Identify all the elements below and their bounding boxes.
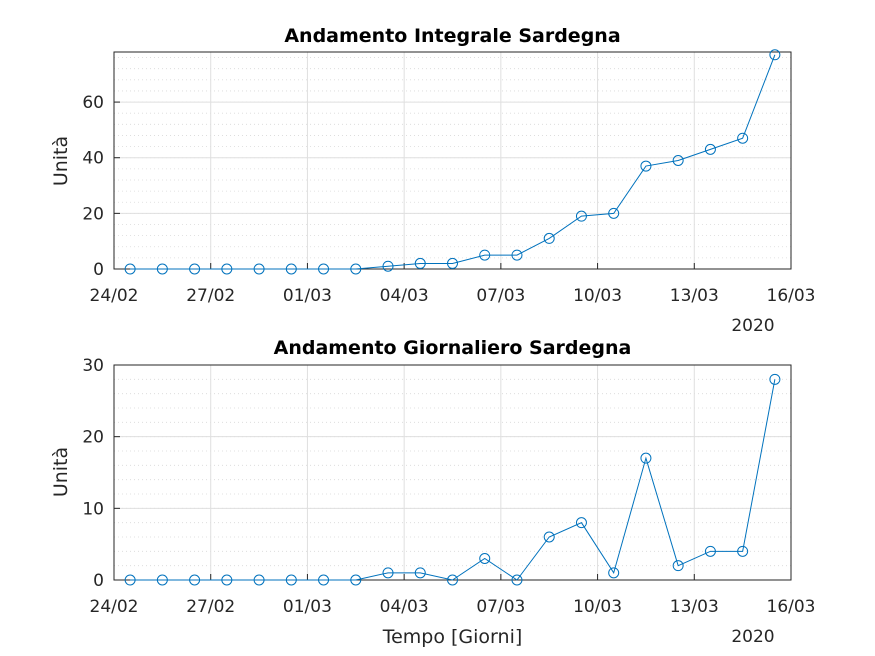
data-point (737, 132, 749, 144)
data-point (221, 263, 233, 275)
y-tick-label: 20 (82, 204, 104, 224)
data-point (608, 567, 620, 579)
x-tick-label: 01/03 (283, 597, 332, 617)
x-tick-label: 13/03 (670, 286, 719, 306)
y-tick-label: 20 (82, 428, 104, 448)
data-point (189, 263, 201, 275)
y-axis-label: Unità (50, 447, 72, 497)
data-point (737, 545, 749, 557)
data-point (285, 574, 297, 586)
data-point (608, 207, 620, 219)
x-tick-label: 07/03 (476, 286, 525, 306)
chart-1: 0 20 40 60 24/02 27/02 01/03 04/03 07/03 10/03 13/… (50, 25, 816, 336)
data-point (704, 143, 716, 155)
x-tick-label: 13/03 (670, 597, 719, 617)
data-point (382, 260, 394, 272)
data-point (769, 49, 781, 61)
y-tick-label: 40 (82, 149, 104, 169)
x-tick-label: 10/03 (573, 597, 622, 617)
data-point (414, 257, 426, 269)
data-point (511, 249, 523, 261)
data-point (575, 517, 587, 529)
data-point (543, 232, 555, 244)
axes-box (113, 51, 792, 270)
data-point (447, 257, 458, 269)
x-tick-label: 01/03 (283, 286, 332, 306)
data-point (672, 155, 684, 166)
chart-title: Andamento Integrale Sardegna (284, 25, 620, 47)
data-point (156, 574, 168, 586)
data-point (350, 263, 362, 275)
data-point (672, 560, 684, 572)
data-point (253, 263, 265, 275)
y-tick-label: 30 (82, 356, 104, 376)
data-point (511, 574, 523, 586)
series-line (130, 54, 776, 270)
data-point (447, 574, 458, 586)
chart-2: 0 10 20 30 24/02 27/02 01/03 04/03 07/03 10/03 13/… (50, 337, 816, 648)
data-point (479, 553, 491, 564)
data-point (543, 531, 555, 543)
x-tick-label: 07/03 (476, 597, 525, 617)
data-point (640, 160, 652, 172)
x-tick-label: 10/03 (573, 286, 622, 306)
data-point (124, 574, 136, 586)
series-line (130, 379, 776, 581)
x-axis-label: Tempo [Giorni] (382, 626, 523, 648)
data-point (124, 263, 136, 275)
x-axis-year-label: 2020 (731, 316, 774, 336)
data-point (318, 263, 330, 275)
x-tick-label: 16/03 (767, 286, 816, 306)
x-tick-label: 24/02 (90, 597, 139, 617)
data-point (382, 567, 394, 579)
data-point (769, 373, 781, 385)
y-tick-label: 0 (93, 571, 104, 591)
x-axis-year-label: 2020 (731, 627, 774, 647)
axes-box (113, 364, 792, 581)
data-point (575, 210, 587, 222)
data-point (318, 574, 330, 586)
x-tick-label: 27/02 (186, 286, 235, 306)
y-tick-label: 10 (82, 499, 104, 519)
data-point (704, 545, 716, 557)
data-point (640, 452, 652, 464)
data-point (221, 574, 233, 586)
data-point (285, 263, 297, 275)
chart-title: Andamento Giornaliero Sardegna (274, 337, 632, 359)
data-point (350, 574, 362, 586)
data-point (156, 263, 168, 275)
x-tick-label: 04/03 (380, 597, 429, 617)
y-axis-label: Unità (50, 136, 72, 186)
x-tick-label: 24/02 (90, 286, 139, 306)
x-tick-label: 04/03 (380, 286, 429, 306)
data-point (189, 574, 201, 586)
data-point (479, 249, 491, 261)
data-point (253, 574, 265, 586)
data-point (414, 567, 426, 579)
x-tick-label: 16/03 (767, 597, 816, 617)
y-tick-label: 0 (93, 260, 104, 280)
x-tick-label: 27/02 (186, 597, 235, 617)
y-tick-label: 60 (82, 93, 104, 113)
